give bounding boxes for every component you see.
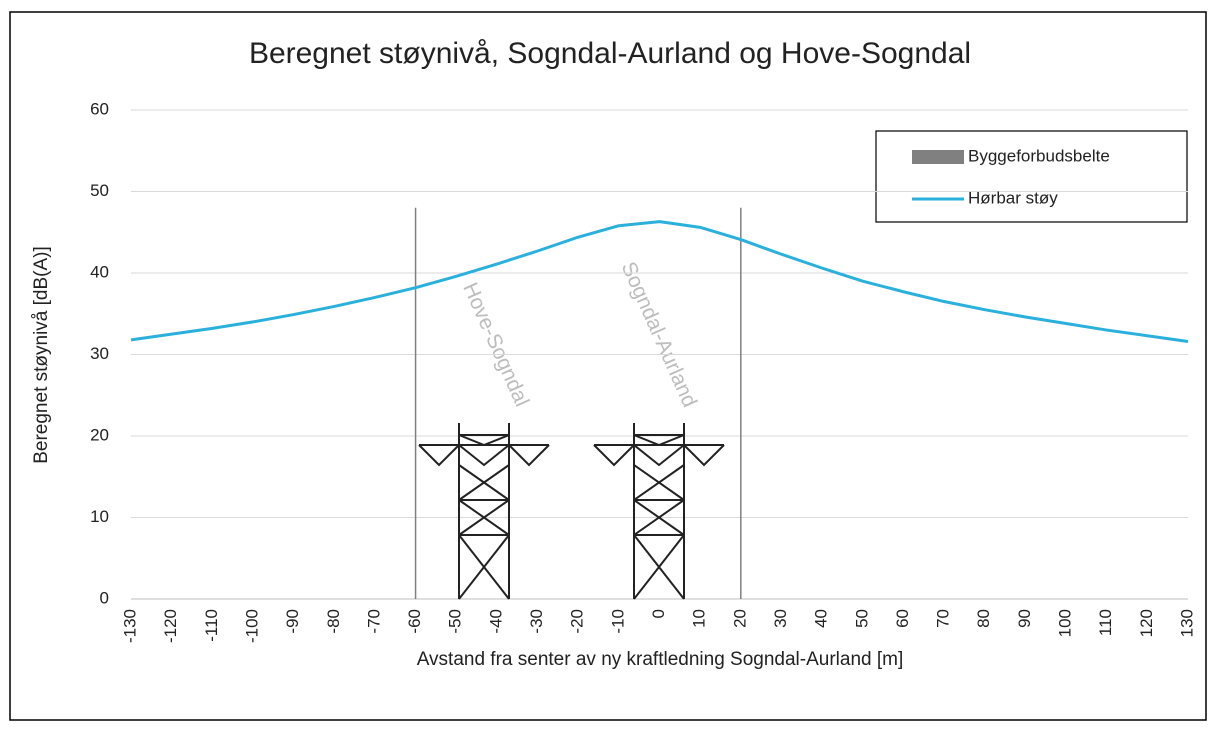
y-tick-label: 60 <box>90 99 109 118</box>
y-tick-label: 30 <box>90 344 109 363</box>
chart-title: Beregnet støynivå, Sogndal-Aurland og Ho… <box>249 37 971 70</box>
y-tick-label: 0 <box>100 588 109 607</box>
x-tick-label: 0 <box>649 609 668 618</box>
x-tick-label: -40 <box>486 609 505 634</box>
x-tick-label: 30 <box>771 609 790 628</box>
legend-swatch <box>912 150 964 164</box>
x-tick-label: -100 <box>242 609 261 643</box>
x-tick-label: 10 <box>690 609 709 628</box>
x-tick-label: -120 <box>161 609 180 643</box>
y-tick-label: 20 <box>90 425 109 444</box>
x-tick-label: -20 <box>568 609 587 634</box>
x-tick-label: -130 <box>120 609 139 643</box>
x-tick-label: -80 <box>324 609 343 634</box>
x-tick-label: -10 <box>608 609 627 634</box>
x-tick-label: -110 <box>202 609 221 642</box>
y-tick-label: 10 <box>90 507 109 526</box>
x-tick-label: 90 <box>1015 609 1034 628</box>
chart-frame <box>9 11 1207 721</box>
y-axis-title: Beregnet støynivå [dB(A)] <box>31 246 52 464</box>
x-tick-label: -90 <box>283 609 302 634</box>
x-tick-label: 130 <box>1177 609 1196 637</box>
y-tick-label: 50 <box>90 181 109 200</box>
x-tick-label: 80 <box>974 609 993 628</box>
x-tick-label: 100 <box>1056 609 1075 637</box>
tower <box>593 423 725 600</box>
x-tick-label: 60 <box>893 609 912 628</box>
x-tick-label: 50 <box>852 609 871 628</box>
x-tick-label: 20 <box>730 609 749 628</box>
x-axis-title: Avstand fra senter av ny kraftledning So… <box>417 649 904 670</box>
x-tick-label: 70 <box>934 609 953 628</box>
x-tick-label: -70 <box>364 609 383 634</box>
legend <box>875 130 1188 223</box>
x-tick-label: 40 <box>812 609 831 628</box>
x-tick-label: 120 <box>1137 609 1156 637</box>
legend-label: Byggeforbudsbelte <box>968 146 1110 165</box>
y-tick-label: 40 <box>90 262 109 281</box>
x-tick-label: 110 <box>1096 609 1115 636</box>
legend-label: Hørbar støy <box>968 188 1058 207</box>
x-tick-label: -50 <box>446 609 465 634</box>
towers <box>418 423 725 600</box>
tower <box>418 423 550 600</box>
x-tick-label: -30 <box>527 609 546 634</box>
line <box>130 220 1189 343</box>
x-tick-label: -60 <box>405 609 424 634</box>
